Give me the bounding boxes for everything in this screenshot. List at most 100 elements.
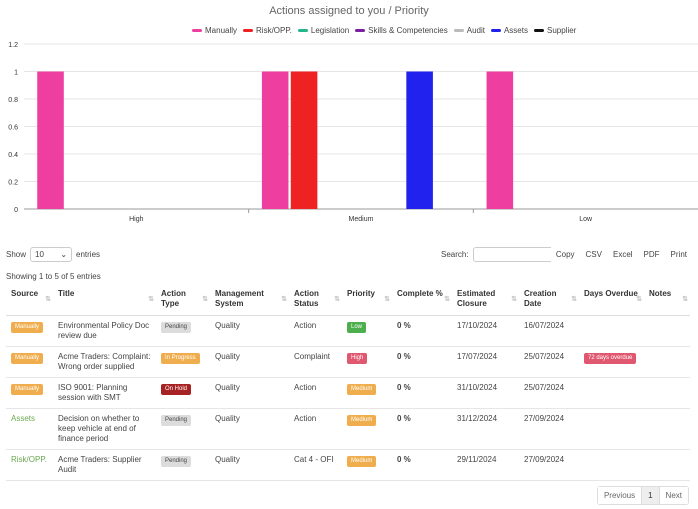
management-system-cell: Quality (210, 377, 289, 409)
source-cell: Manually (6, 315, 53, 347)
sort-icon: ⇅ (334, 296, 340, 303)
legend-swatch (192, 29, 202, 32)
action-type-cell: On Hold (156, 377, 210, 409)
table-info: Showing 1 to 5 of 5 entries (6, 272, 101, 281)
source-cell: Assets (6, 408, 53, 450)
complete-cell: 0 % (392, 408, 452, 450)
col-header-action-status[interactable]: Action Status ⇅ (289, 284, 342, 316)
title-cell: Acme Traders: Complaint: Wrong order sup… (53, 346, 156, 378)
priority-badge: Medium (347, 414, 377, 426)
table-row[interactable]: Manually Environmental Policy Doc review … (6, 315, 690, 347)
col-header-label: Action Type (161, 289, 186, 308)
action-type-cell: In Progress (156, 346, 210, 378)
estimated-closure-cell: 17/07/2024 (452, 346, 519, 378)
entries-select[interactable]: 10 ⌄ (30, 247, 73, 262)
col-header-days-overdue[interactable]: Days Overdue ⇅ (579, 284, 644, 316)
priority-cell: Low (342, 315, 392, 347)
col-header-label: Days Overdue (584, 289, 638, 298)
notes-cell (644, 408, 690, 450)
sort-icon: ⇅ (444, 296, 450, 303)
legend-item[interactable]: Legislation (297, 26, 349, 35)
col-header-action-type[interactable]: Action Type ⇅ (156, 284, 210, 316)
priority-badge: Low (347, 321, 367, 333)
col-header-notes[interactable]: Notes ⇅ (644, 284, 690, 316)
col-header-label: Title (58, 289, 75, 298)
table-row[interactable]: Manually Acme Traders: Complaint: Wrong o… (6, 346, 690, 378)
legend-item[interactable]: Risk/OPP. (243, 26, 292, 35)
col-header-complete[interactable]: Complete % ⇅ (392, 284, 452, 316)
legend-item[interactable]: Skills & Competencies (355, 26, 448, 35)
col-header-label: Complete % (397, 289, 443, 298)
notes-cell (644, 449, 690, 481)
col-header-title[interactable]: Title ⇅ (53, 284, 156, 316)
source-cell: Manually (6, 346, 53, 378)
legend-label: Assets (503, 26, 528, 35)
creation-date-cell: 27/09/2024 (519, 408, 579, 450)
action-status-cell: Cat 4 - OFI (289, 449, 342, 481)
source-link[interactable]: Risk/OPP. (11, 454, 47, 464)
title-cell: Environmental Policy Doc review due (53, 315, 156, 347)
legend-item[interactable]: Manually (192, 26, 237, 35)
col-header-source[interactable]: Source ⇅ (6, 284, 53, 316)
title-cell: ISO 9001: Planning session with SMT (53, 377, 156, 409)
action-type-badge: Pending (161, 321, 192, 333)
legend-item[interactable]: Audit (453, 26, 485, 35)
chart-legend[interactable]: Manually Risk/OPP. Legislation Skills & Com… (192, 26, 576, 35)
overdue-badge: 72 days overdue (584, 352, 637, 364)
pagination: Previous 1 Next (596, 486, 689, 505)
priority-badge: Medium (347, 455, 377, 467)
legend-swatch (533, 29, 544, 32)
legend-swatch (453, 29, 464, 32)
excel-button[interactable]: Excel (607, 246, 638, 263)
legend-item[interactable]: Supplier (533, 26, 577, 35)
table-row[interactable]: Risk/OPP. Acme Traders: Supplier Audit Pen… (6, 449, 690, 481)
col-header-label: Creation Date (524, 289, 557, 308)
copy-button[interactable]: Copy (550, 246, 580, 263)
csv-button[interactable]: CSV (580, 246, 607, 263)
pdf-button[interactable]: PDF (638, 246, 665, 263)
legend-item[interactable]: Assets (490, 26, 528, 35)
y-tick-label: 0.6 (8, 125, 18, 132)
sort-icon: ⇅ (384, 296, 390, 303)
next-button[interactable]: Next (658, 487, 688, 504)
col-header-label: Estimated Closure (457, 289, 496, 308)
complete-cell: 0 % (392, 449, 452, 481)
days-overdue-cell (579, 315, 644, 347)
action-status-cell: Complaint (289, 346, 342, 378)
col-header-label: Action Status (294, 289, 319, 308)
table-row[interactable]: Assets Decision on whether to keep vehicl… (6, 408, 690, 450)
y-tick-label: 1 (14, 70, 18, 77)
sort-icon: ⇅ (682, 296, 688, 303)
source-badge: Manually (11, 383, 44, 395)
length-control: Show 10 ⌄ entries (6, 247, 100, 262)
management-system-cell: Quality (210, 346, 289, 378)
complete-cell: 0 % (392, 377, 452, 409)
sort-icon: ⇅ (45, 296, 51, 303)
estimated-closure-cell: 31/12/2024 (452, 408, 519, 450)
legend-label: Supplier (546, 26, 577, 35)
days-overdue-cell (579, 408, 644, 450)
notes-cell (644, 377, 690, 409)
previous-button[interactable]: Previous (597, 487, 642, 504)
entries-value: 10 (35, 250, 44, 259)
source-link[interactable]: Assets (11, 413, 36, 423)
y-tick-label: 1.2 (8, 42, 18, 49)
priority-cell: Medium (342, 449, 392, 481)
print-button[interactable]: Print (665, 246, 692, 263)
legend-label: Risk/OPP. (256, 26, 292, 35)
sort-icon: ⇅ (202, 296, 208, 303)
table-row[interactable]: Manually ISO 9001: Planning session with … (6, 377, 690, 409)
legend-swatch (355, 29, 366, 32)
management-system-cell: Quality (210, 408, 289, 450)
col-header-creation-date[interactable]: Creation Date ⇅ (519, 284, 579, 316)
col-header-estimated-closure[interactable]: Estimated Closure ⇅ (452, 284, 519, 316)
col-header-priority[interactable]: Priority ⇅ (342, 284, 392, 316)
legend-swatch (243, 29, 254, 32)
action-type-cell: Pending (156, 315, 210, 347)
y-tick-label: 0.8 (8, 97, 18, 104)
col-header-management-system[interactable]: Management System ⇅ (210, 284, 289, 316)
action-status-cell: Action (289, 408, 342, 450)
source-badge: Manually (11, 352, 44, 364)
page-1-button[interactable]: 1 (641, 487, 659, 504)
y-tick-label: 0.2 (8, 180, 18, 187)
